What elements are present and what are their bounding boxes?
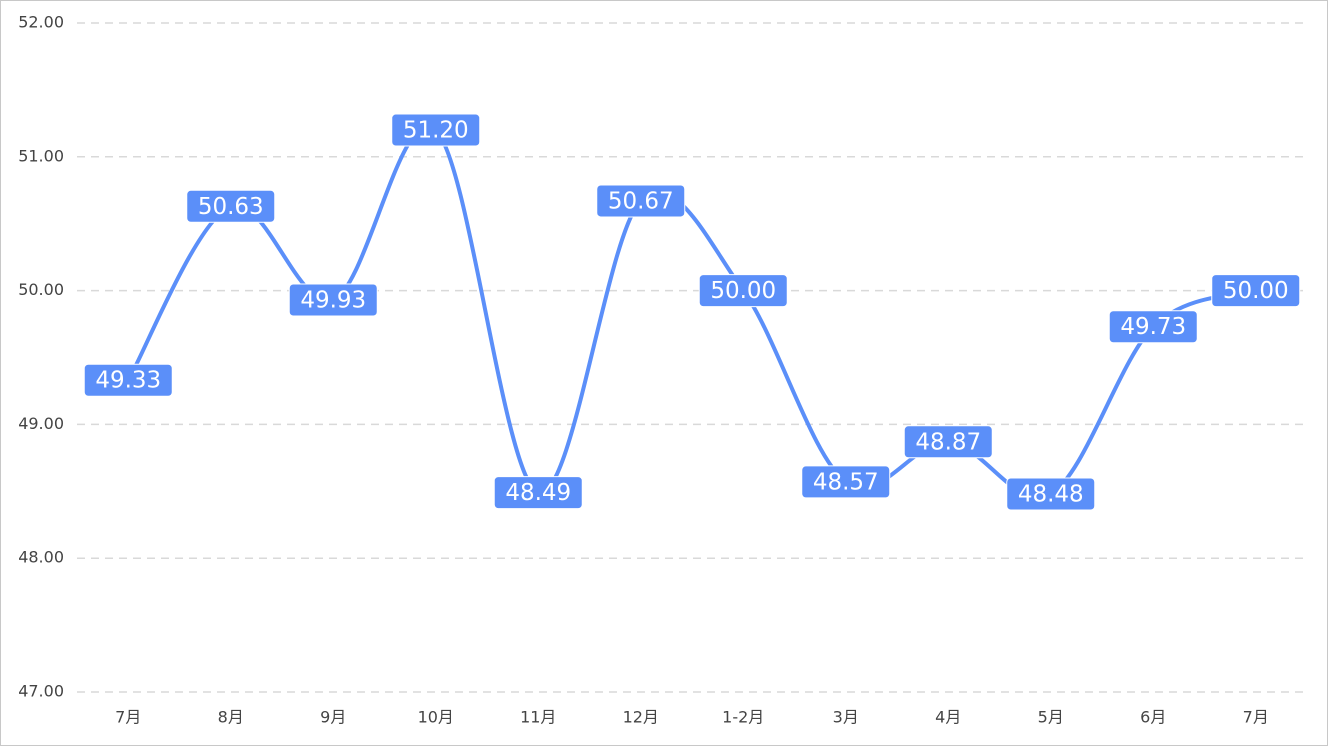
value-label: 49.73 xyxy=(1120,314,1186,340)
x-tick-label: 7月 xyxy=(1243,708,1269,727)
value-label: 48.48 xyxy=(1018,481,1084,507)
y-tick-label: 48.00 xyxy=(18,548,64,567)
x-tick-label: 7月 xyxy=(115,708,141,727)
y-tick-label: 50.00 xyxy=(18,280,64,299)
label-box xyxy=(596,184,686,218)
x-tick-label: 3月 xyxy=(833,708,859,727)
value-label: 50.00 xyxy=(710,278,776,304)
x-tick-label: 4月 xyxy=(935,708,961,727)
y-tick-label: 51.00 xyxy=(18,146,64,165)
x-tick-label: 10月 xyxy=(418,708,454,727)
value-label: 48.57 xyxy=(813,469,879,495)
y-tick-label: 47.00 xyxy=(18,682,64,701)
label-box xyxy=(288,283,378,317)
label-box xyxy=(391,113,481,147)
x-tick-label: 12月 xyxy=(623,708,659,727)
y-tick-label: 52.00 xyxy=(18,13,64,32)
label-box xyxy=(698,274,788,308)
label-box xyxy=(903,425,993,459)
x-tick-label: 9月 xyxy=(320,708,346,727)
value-label: 50.00 xyxy=(1223,278,1289,304)
value-label: 50.63 xyxy=(198,194,264,220)
label-box xyxy=(83,363,173,397)
label-box xyxy=(493,476,583,510)
label-box xyxy=(1108,310,1198,344)
x-tick-label: 6月 xyxy=(1140,708,1166,727)
label-box xyxy=(1006,477,1096,511)
label-box xyxy=(801,465,891,499)
y-tick-label: 49.00 xyxy=(18,414,64,433)
x-tick-label: 1-2月 xyxy=(722,708,764,727)
value-label: 51.20 xyxy=(403,118,469,144)
value-label: 50.67 xyxy=(608,188,674,214)
value-label: 49.33 xyxy=(95,368,161,394)
value-label: 48.49 xyxy=(505,480,571,506)
value-label: 48.87 xyxy=(915,429,981,455)
x-tick-label: 5月 xyxy=(1038,708,1064,727)
label-box xyxy=(186,189,276,223)
x-tick-label: 11月 xyxy=(520,708,556,727)
value-label: 49.93 xyxy=(300,287,366,313)
label-box xyxy=(1211,274,1301,308)
x-tick-label: 8月 xyxy=(218,708,244,727)
